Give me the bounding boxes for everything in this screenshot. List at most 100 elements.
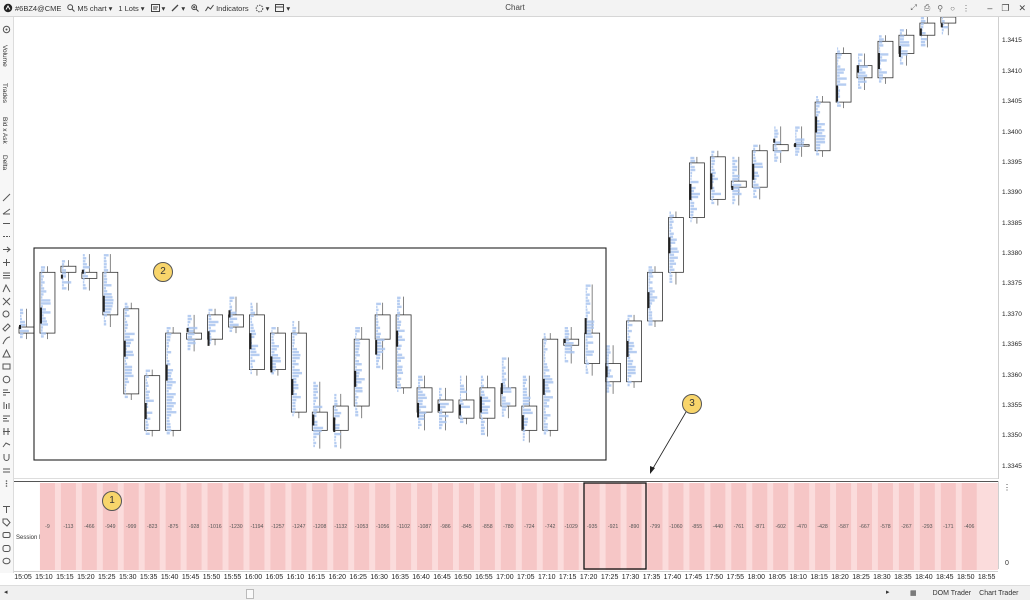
volume-profile-bar <box>480 387 483 391</box>
chart-trader-button[interactable]: Chart Trader <box>979 589 1019 597</box>
volume-profile-bar <box>795 147 800 150</box>
bubble-icon[interactable] <box>2 557 11 566</box>
link-icon[interactable]: ⚲ <box>937 3 944 13</box>
callout-icon[interactable] <box>2 531 11 540</box>
trades-tab[interactable]: Trades <box>1 83 8 103</box>
volume-profile-bar <box>61 260 66 263</box>
rectangle-icon[interactable] <box>2 362 11 371</box>
horizontal-line-icon[interactable] <box>2 219 11 228</box>
delta-tab[interactable]: Delta <box>1 155 8 171</box>
delta-settings-icon[interactable]: ⋮ <box>1003 483 1011 492</box>
volume-profile-bar <box>355 414 359 417</box>
candle <box>144 369 161 437</box>
more-icon[interactable] <box>2 479 11 488</box>
cluster-icon[interactable] <box>2 427 11 436</box>
gear-icon[interactable] <box>2 25 11 34</box>
volume-profile-bar <box>334 393 337 397</box>
time-axis[interactable]: 15:05 15:10 15:15 15:20 15:25 15:30 15:35 15:40… <box>14 571 998 586</box>
scroll-right-icon[interactable]: ▸ <box>886 589 890 596</box>
volume-profile-bar <box>522 396 531 400</box>
scroll-left-icon[interactable]: ◂ <box>4 589 8 596</box>
volume-profile-bar <box>564 336 569 339</box>
horizontal-scrollbar[interactable]: ◂ ▸ <box>0 585 900 600</box>
minimize-icon[interactable]: – <box>987 3 993 13</box>
dash-icon[interactable] <box>2 232 11 241</box>
layers-icon[interactable] <box>2 466 11 475</box>
symbol-selector[interactable]: #6BZ4@CME <box>0 0 64 16</box>
time-tick-label: 16:05 <box>265 574 284 581</box>
template-button[interactable]: ▾ <box>272 0 293 16</box>
volume-profile-bar <box>501 414 505 417</box>
note-icon[interactable] <box>2 544 11 553</box>
delta-bar <box>144 483 160 570</box>
volume-tab[interactable]: Volume <box>1 45 8 67</box>
volume-profile-bar <box>208 332 212 336</box>
calendar-icon[interactable]: ▦ <box>910 590 917 597</box>
scroll-thumb[interactable] <box>246 589 254 599</box>
delta-bar <box>60 483 76 570</box>
draw-tool-button[interactable]: ▾ <box>168 0 188 16</box>
candle <box>437 387 454 431</box>
volume-profile-bar <box>585 302 591 305</box>
volume-profile-bar <box>334 408 338 412</box>
tag-icon[interactable] <box>2 518 11 527</box>
volume-profile-bar <box>690 180 699 184</box>
volume-profile-bar <box>124 326 128 330</box>
volume-profile-bar <box>585 350 594 353</box>
expand-icon[interactable]: ⤢ <box>910 3 917 12</box>
zoom-icon[interactable] <box>2 310 11 319</box>
lots-selector[interactable]: 1 Lots ▾ <box>115 0 147 16</box>
volume-profile-bar <box>187 326 198 330</box>
search-button[interactable]: M5 chart ▾ <box>64 0 115 16</box>
price-axis[interactable]: 1.3415 1.3410 1.3405 1.3400 1.3395 1.3390 1.33… <box>998 17 1030 479</box>
crosshair-icon[interactable] <box>2 258 11 267</box>
trend-icon[interactable] <box>2 440 11 449</box>
fib-icon[interactable] <box>2 271 11 280</box>
volume-profile-bar <box>837 68 845 71</box>
chart-type-button[interactable]: ▾ <box>148 0 169 16</box>
volume-profile-bar <box>355 363 362 366</box>
line-tool-icon[interactable] <box>2 193 11 202</box>
magnet-icon[interactable] <box>2 453 11 462</box>
volume-profile-bar <box>690 216 693 220</box>
camera-icon[interactable]: ⎙ <box>923 3 931 12</box>
volume-profile-bar <box>878 53 889 56</box>
close-icon[interactable]: ✕ <box>1018 2 1026 13</box>
brush-icon[interactable] <box>2 336 11 345</box>
circle-icon[interactable]: ○ <box>950 3 955 13</box>
volume-profile-bar <box>774 159 778 162</box>
volume-profile-bar <box>418 414 425 418</box>
triangle-icon[interactable] <box>2 349 11 358</box>
ellipse-icon[interactable] <box>2 375 11 384</box>
zoom-button[interactable] <box>188 0 202 16</box>
bidask-tab[interactable]: Bid x Ask <box>1 117 8 144</box>
poc-marker <box>458 404 461 416</box>
delta-value: -845 <box>461 524 471 530</box>
poc-marker <box>228 310 231 318</box>
poc-marker <box>794 143 797 148</box>
pitchfork-icon[interactable] <box>2 284 11 293</box>
volume-profile-bar <box>564 339 570 342</box>
volume-profile-bar <box>585 314 588 317</box>
candle <box>689 156 705 224</box>
volume-profile-bar <box>858 77 864 80</box>
volume-profile-bar <box>816 144 821 147</box>
volume-profile-icon[interactable] <box>2 388 11 397</box>
candle <box>793 126 810 157</box>
menu-icon[interactable]: ⋮ <box>962 3 970 13</box>
indicators-button[interactable]: Indicators <box>202 0 252 16</box>
ruler-icon[interactable] <box>2 323 11 332</box>
histogram-icon[interactable] <box>2 414 11 423</box>
text-tool-icon[interactable] <box>2 505 11 514</box>
restore-icon[interactable]: ❐ <box>1001 2 1010 13</box>
price-chart[interactable] <box>14 16 998 479</box>
ray-tool-icon[interactable] <box>2 206 11 215</box>
volume-profile-bar <box>690 156 695 160</box>
bars-icon[interactable] <box>2 401 11 410</box>
arrow-icon[interactable] <box>2 245 11 254</box>
volume-profile-bar <box>271 351 275 354</box>
measure-icon[interactable] <box>2 297 11 306</box>
dom-trader-button[interactable]: DOM Trader <box>932 589 972 597</box>
delta-axis: ⋮ 0 <box>998 481 1030 569</box>
settings-button[interactable]: ▾ <box>252 0 273 16</box>
